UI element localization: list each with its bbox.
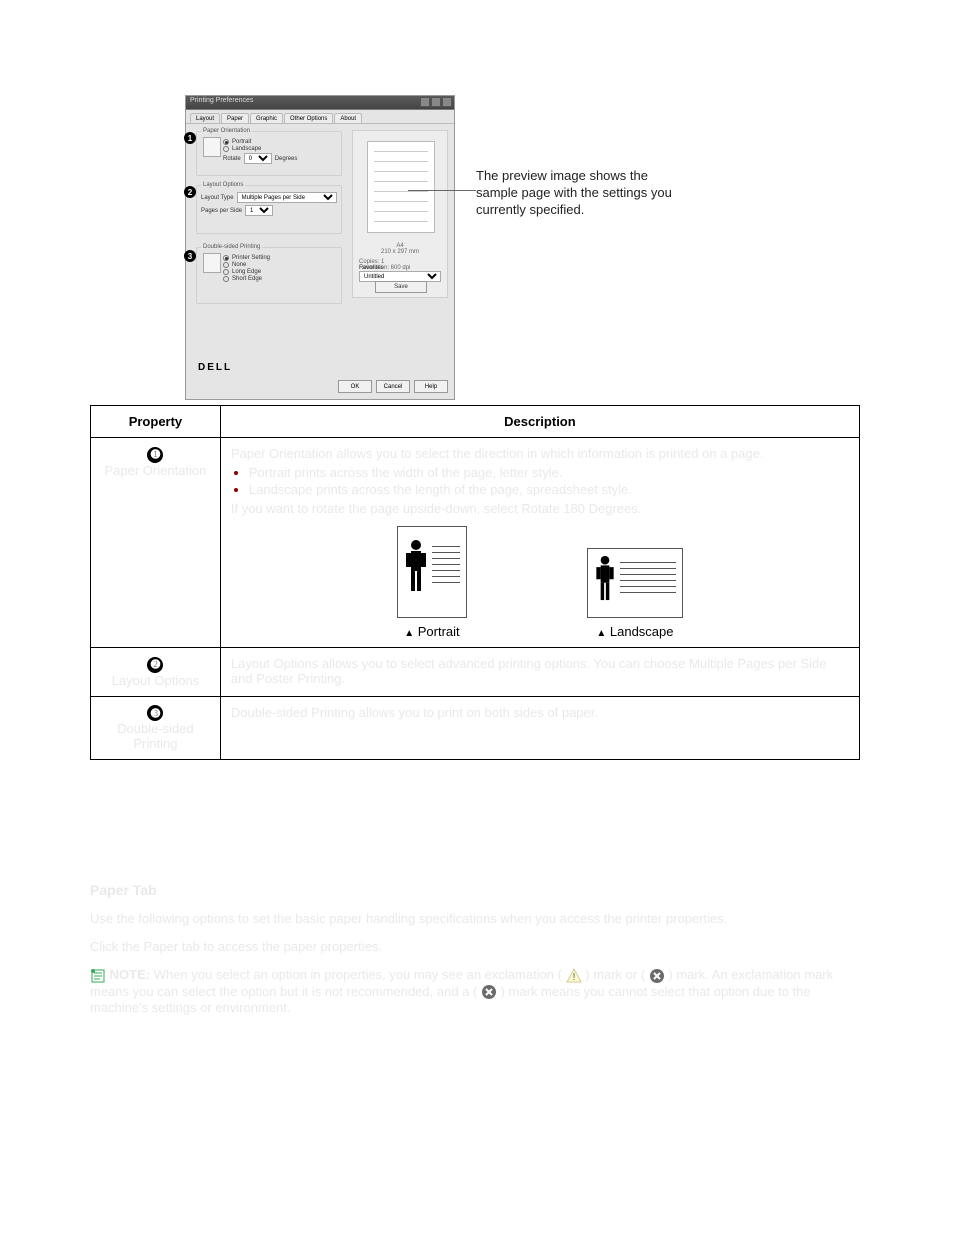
col-header-property: Property bbox=[91, 406, 221, 438]
row1-bullets: Portrait prints across the width of the … bbox=[249, 465, 849, 497]
cancel-button[interactable]: Cancel bbox=[376, 380, 410, 393]
person-icon bbox=[596, 555, 614, 607]
row1-lead: Paper Orientation allows you to select t… bbox=[231, 446, 849, 461]
row2-heading: Layout Options bbox=[112, 673, 199, 688]
row3-text: Double-sided Printing allows you to prin… bbox=[231, 705, 849, 720]
row2-badge: ➋ bbox=[147, 657, 163, 673]
row1-tail: If you want to rotate the page upside-do… bbox=[231, 501, 849, 516]
svg-text:!: ! bbox=[572, 972, 575, 983]
note-icon bbox=[90, 968, 106, 984]
radio-portrait[interactable]: Portrait bbox=[223, 139, 337, 145]
duplex-icon bbox=[203, 253, 221, 273]
tab-paper[interactable]: Paper bbox=[221, 113, 249, 123]
section-orientation: Paper Orientation Portrait Landscape Rot… bbox=[196, 128, 342, 176]
window-buttons bbox=[420, 97, 452, 107]
close-icon[interactable] bbox=[442, 97, 452, 107]
dialog-title: Printing Preferences bbox=[190, 97, 253, 104]
table-row: ➌ Double-sided Printing Double-sided Pri… bbox=[91, 696, 860, 760]
radio-none[interactable]: None bbox=[223, 262, 337, 268]
badge-1-icon: 1 bbox=[184, 132, 196, 144]
col-header-description: Description bbox=[220, 406, 859, 438]
row3-badge: ➌ bbox=[147, 705, 163, 721]
paper-tab-click: Click the Paper tab to access the paper … bbox=[90, 939, 860, 954]
error-icon bbox=[649, 968, 665, 984]
tab-about[interactable]: About bbox=[334, 113, 362, 123]
paper-tab-note: NOTE: When you select an option in prope… bbox=[90, 967, 860, 1015]
row1-heading: Paper Orientation bbox=[104, 463, 206, 478]
radio-long-edge[interactable]: Long Edge bbox=[223, 269, 337, 275]
badge-3-icon: 3 bbox=[184, 250, 196, 262]
print-preferences-dialog: Printing Preferences Layout Paper Graphi… bbox=[185, 95, 455, 400]
save-favorite-button[interactable]: Save bbox=[375, 281, 427, 293]
radio-landscape[interactable]: Landscape bbox=[223, 146, 337, 152]
badge-2-icon: 2 bbox=[184, 186, 196, 198]
rotate-row: Rotate 0 Degrees bbox=[223, 153, 337, 164]
tab-layout[interactable]: Layout bbox=[190, 113, 220, 123]
paper-tab-heading: Paper Tab bbox=[90, 882, 860, 898]
dialog-titlebar: Printing Preferences bbox=[186, 96, 454, 110]
row2-text: Layout Options allows you to select adva… bbox=[231, 656, 849, 686]
layout-type-label: Layout Type bbox=[201, 195, 234, 201]
table-row: ➋ Layout Options Layout Options allows y… bbox=[91, 648, 860, 697]
warning-icon: ! bbox=[566, 968, 582, 984]
preview-caption: The preview image shows the sample page … bbox=[476, 168, 686, 219]
dialog-buttons: OK Cancel Help bbox=[338, 380, 448, 393]
section-orientation-title: Paper Orientation bbox=[201, 128, 252, 134]
preview-pane: A4 210 x 297 mm Copies: 1 Resolution: 60… bbox=[352, 130, 448, 298]
person-icon bbox=[406, 539, 426, 599]
row1-badge: ➊ bbox=[147, 447, 163, 463]
landscape-figure: ▲ Landscape bbox=[587, 548, 683, 639]
paper-tab-section: Paper Tab Use the following options to s… bbox=[90, 870, 860, 1028]
section-duplex-title: Double-sided Printing bbox=[201, 244, 262, 250]
help-button[interactable]: Help bbox=[414, 380, 448, 393]
pages-side-select[interactable]: 1 bbox=[245, 205, 273, 216]
section-layout-title: Layout Options bbox=[201, 182, 245, 188]
ok-button[interactable]: OK bbox=[338, 380, 372, 393]
tab-other[interactable]: Other Options bbox=[284, 113, 333, 123]
orientation-figures: ▲ Portrait ▲ Landscape bbox=[231, 526, 849, 639]
section-layout: Layout Options Layout Type Multiple Page… bbox=[196, 182, 342, 234]
rotate-select[interactable]: 0 bbox=[244, 153, 272, 164]
error-icon bbox=[481, 984, 497, 1000]
section-duplex: Double-sided Printing Printer Setting No… bbox=[196, 244, 342, 304]
radio-short-edge[interactable]: Short Edge bbox=[223, 276, 337, 282]
properties-table: Property Description ➊ Paper Orientation… bbox=[90, 405, 860, 760]
orientation-icon bbox=[203, 137, 221, 157]
layout-type-select[interactable]: Multiple Pages per Side bbox=[237, 192, 337, 203]
row3-heading: Double-sided Printing bbox=[117, 721, 194, 751]
dialog-tabs: Layout Paper Graphic Other Options About bbox=[186, 110, 454, 124]
caption-arrow bbox=[408, 190, 476, 191]
tab-graphic[interactable]: Graphic bbox=[250, 113, 283, 123]
minimize-icon[interactable] bbox=[420, 97, 430, 107]
maximize-icon[interactable] bbox=[431, 97, 441, 107]
portrait-figure: ▲ Portrait bbox=[397, 526, 467, 639]
pages-side-label: Pages per Side bbox=[201, 208, 242, 214]
preview-page bbox=[367, 141, 435, 233]
radio-printer-setting[interactable]: Printer Setting bbox=[223, 255, 337, 261]
paper-tab-lead: Use the following options to set the bas… bbox=[90, 911, 860, 926]
table-row: ➊ Paper Orientation Paper Orientation al… bbox=[91, 438, 860, 648]
brand-label: DELL bbox=[198, 362, 232, 373]
